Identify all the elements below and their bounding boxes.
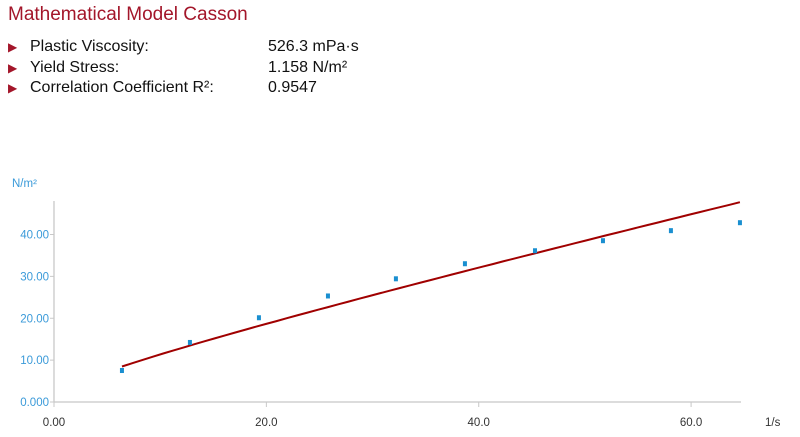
param-value: 1.158 N/m² — [268, 58, 348, 76]
casson-fit-line — [121, 201, 741, 368]
data-point — [737, 220, 742, 226]
param-row: ▶ Yield Stress: 1.158 N/m² — [8, 58, 359, 79]
data-point — [600, 238, 605, 244]
x-tick-label: 20.0 — [255, 417, 277, 429]
data-point — [462, 261, 467, 267]
y-tick-label: 0.000 — [20, 397, 49, 409]
model-parameters: ▶ Plastic Viscosity: 526.3 mPa·s ▶ Yield… — [8, 37, 359, 99]
param-label: Correlation Coefficient R²: — [30, 79, 214, 97]
data-point — [533, 248, 538, 254]
data-point — [119, 368, 124, 374]
triangle-bullet-icon: ▶ — [8, 40, 18, 55]
y-tick-label: 40.00 — [20, 230, 49, 242]
triangle-bullet-icon: ▶ — [8, 60, 18, 75]
data-point — [187, 339, 192, 345]
param-value: 0.9547 — [268, 79, 317, 97]
triangle-bullet-icon: ▶ — [8, 81, 18, 96]
y-tick-label: 10.00 — [20, 355, 49, 367]
page-title: Mathematical Model Casson — [8, 4, 248, 25]
x-tick-label: 0.00 — [43, 417, 65, 429]
data-point — [325, 293, 330, 299]
x-tick-label: 40.0 — [468, 417, 490, 429]
data-point — [256, 315, 261, 321]
param-label: Plastic Viscosity: — [30, 38, 149, 56]
param-row: ▶ Correlation Coefficient R²: 0.9547 — [8, 78, 359, 99]
data-point — [668, 228, 673, 234]
x-axis-label: 1/s — [765, 417, 781, 429]
y-tick-label: 20.00 — [20, 313, 49, 325]
y-axis-label: N/m² — [12, 178, 37, 190]
param-label: Yield Stress: — [30, 58, 120, 76]
data-point — [393, 276, 398, 282]
x-tick-label: 60.0 — [680, 417, 702, 429]
y-tick-label: 30.00 — [20, 271, 49, 283]
param-row: ▶ Plastic Viscosity: 526.3 mPa·s — [8, 37, 359, 58]
param-value: 526.3 mPa·s — [268, 38, 359, 56]
